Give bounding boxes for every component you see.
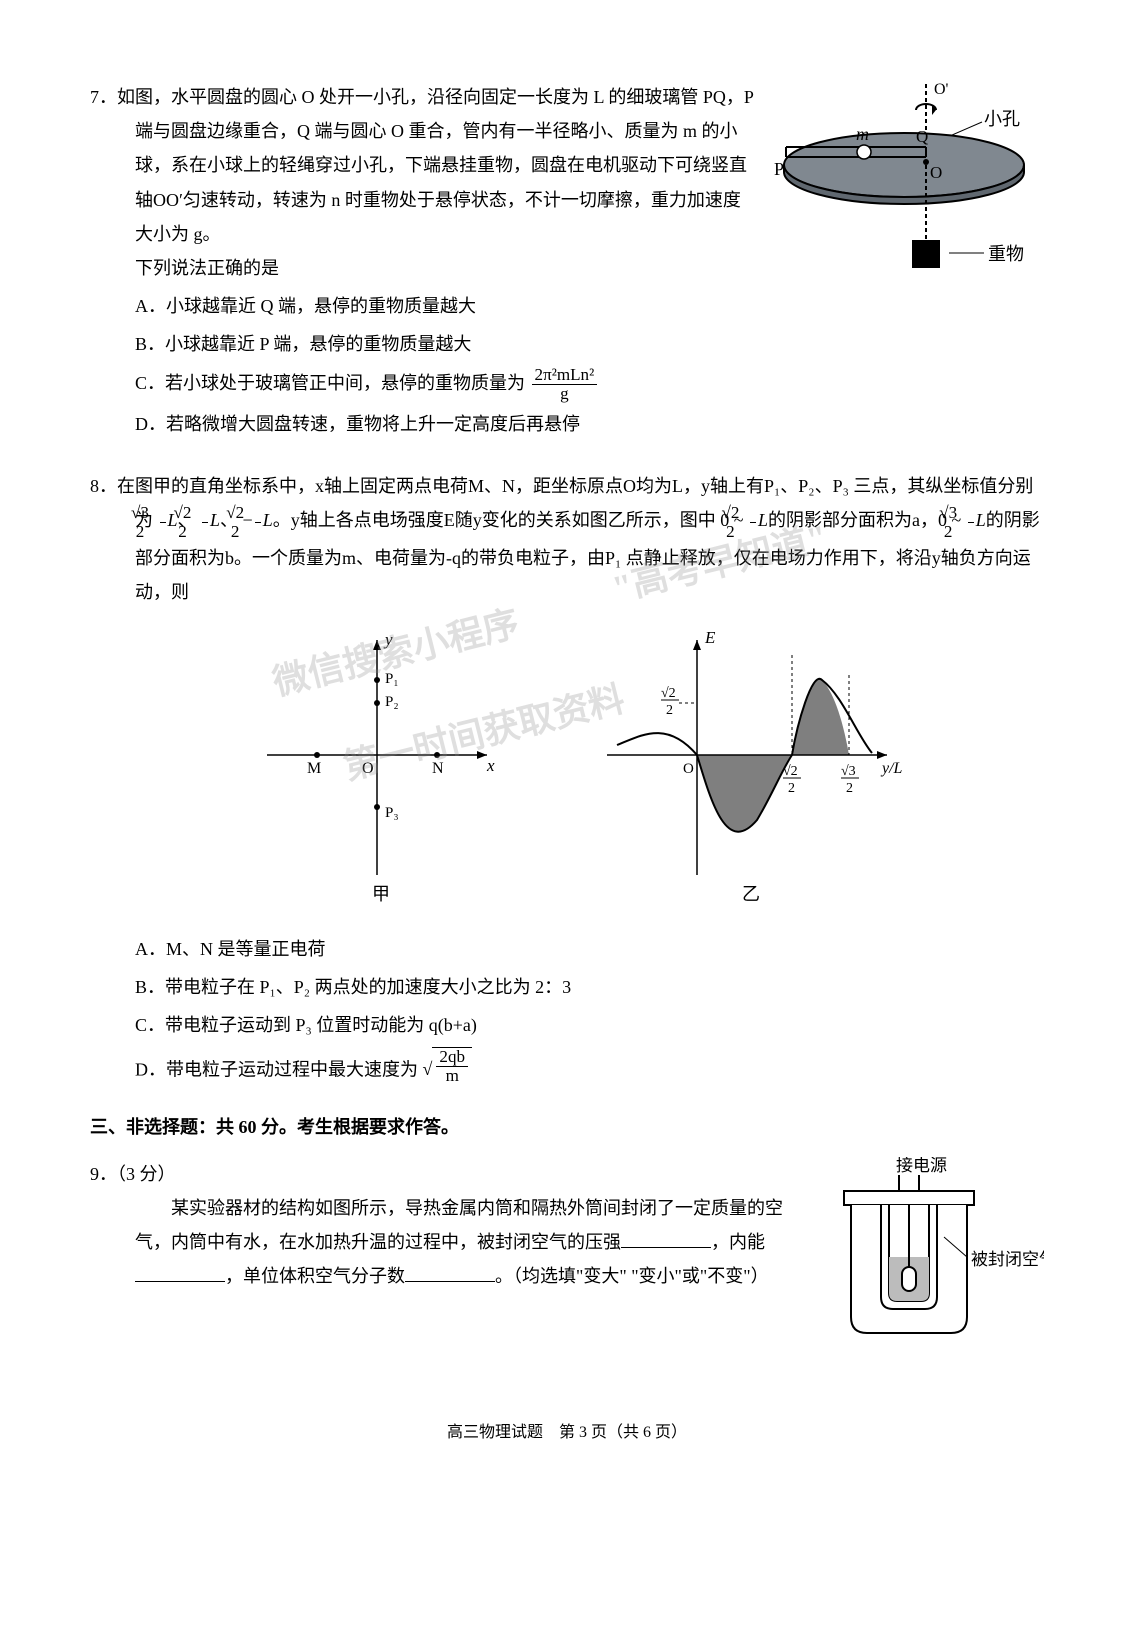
q8-option-c: C．带电粒子运动到 P₃ 位置时动能为 q(b+a) [135,1008,1044,1042]
q8-stem: 8．在图甲的直角坐标系中，x轴上固定两点电荷M、N，距坐标原点O均为L，y轴上有… [90,469,1044,609]
blank-pressure[interactable] [621,1226,711,1248]
svg-text:2: 2 [788,781,795,796]
svg-text:2: 2 [666,703,673,718]
svg-text:乙: 乙 [742,884,760,904]
q8-options: A．M、N 是等量正电荷 B．带电粒子在 P₁、P₂ 两点处的加速度大小之比为 … [90,932,1044,1086]
svg-text:N: N [432,760,444,777]
svg-text:P₂: P₂ [385,694,399,710]
q7-fraction: 2π²mLn² g [532,366,598,403]
q8-option-b: B．带电粒子在 P₁、P₂ 两点处的加速度大小之比为 2：3 [135,970,1044,1004]
svg-text:O: O [683,761,694,777]
q7-option-d: D．若略微增大圆盘转速，重物将上升一定高度后再悬停 [135,407,1044,441]
svg-text:y: y [383,630,393,649]
svg-text:y/L: y/L [880,760,903,777]
q8-figures: y x M N O P₁ P₂ P₃ 甲 E y/L O [90,625,1044,916]
question-7: O' 小孔 m Q P O 重物 7．如图，水平圆盘的圆心 O 处开一小孔，沿径… [90,80,1044,445]
question-8: "高考早知道" 微信搜索小程序 第一时间获取资料 8．在图甲的直角坐标系中，x轴… [90,469,1044,1086]
q7-figure: O' 小孔 m Q P O 重物 [774,80,1044,321]
q8-option-d: D．带电粒子运动过程中最大速度为 2qb m [135,1047,1044,1087]
svg-text:x: x [486,756,495,775]
svg-text:√2: √2 [661,686,676,701]
q7-option-c: C．若小球处于玻璃管正中间，悬停的重物质量为 2π²mLn² g [135,366,1044,403]
label-o-prime: O' [934,81,949,98]
svg-text:2: 2 [846,781,853,796]
svg-text:重物: 重物 [988,244,1024,264]
svg-text:M: M [307,760,321,777]
svg-text:P₁: P₁ [385,671,399,687]
svg-text:被封闭空气: 被封闭空气 [971,1250,1044,1269]
svg-text:接电源: 接电源 [896,1157,947,1175]
svg-text:P: P [774,159,784,179]
blank-energy[interactable] [135,1261,225,1283]
page-footer: 高三物理试题 第 3 页（共 6 页） [90,1418,1044,1448]
q7-option-b: B．小球越靠近 P 端，悬停的重物质量越大 [135,327,1044,361]
section-3-title: 三、非选择题：共 60 分。考生根据要求作答。 [90,1110,1044,1144]
svg-text:m: m [856,124,869,144]
q7-stem-text: 如图，水平圆盘的圆心 O 处开一小孔，沿径向固定一长度为 L 的细玻璃管 PQ，… [117,87,753,244]
question-9: 接电源 被封闭空气 9．（3 分） 某实验器材的结构如图所示，导热金属内筒和隔热… [90,1157,1044,1358]
svg-text:√3: √3 [841,764,856,779]
svg-text:O: O [930,163,942,182]
svg-text:E: E [704,628,716,647]
svg-text:甲: 甲 [372,884,390,904]
blank-density[interactable] [405,1261,495,1283]
svg-text:小孔: 小孔 [984,109,1020,129]
svg-text:P₃: P₃ [385,805,399,821]
q9-figure: 接电源 被封闭空气 [814,1157,1044,1358]
svg-text:√2: √2 [783,764,798,779]
svg-text:Q: Q [916,127,928,146]
svg-text:O: O [362,760,374,777]
q8-sqrt: 2qb m [423,1047,473,1087]
q8-option-a: A．M、N 是等量正电荷 [135,932,1044,966]
